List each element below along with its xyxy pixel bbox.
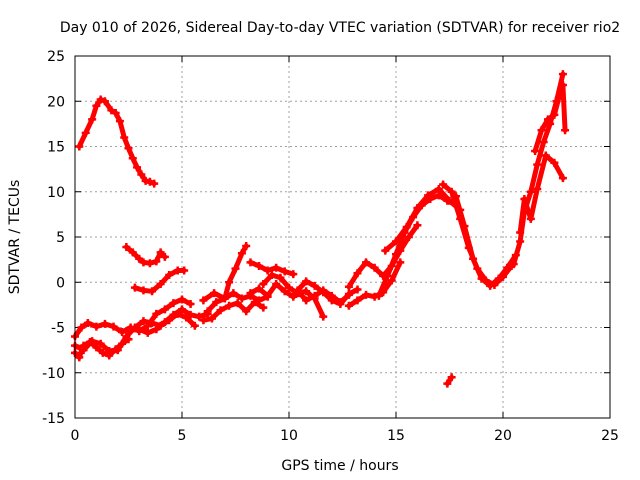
plot-frame [74, 55, 611, 419]
y-tick-label: -15 [42, 411, 65, 427]
data-trace-segment [414, 192, 431, 211]
data-trace-segment [470, 256, 485, 282]
series-track-6 [71, 335, 133, 362]
data-point [447, 373, 456, 382]
data-trace-segment [461, 223, 476, 262]
series-track-18 [381, 185, 465, 255]
series-track-20 [451, 192, 520, 290]
data-trace-segment [393, 224, 410, 245]
data-trace-segment [393, 229, 408, 257]
data-point [353, 285, 362, 294]
data-point [242, 242, 251, 251]
data-trace-segment [436, 186, 452, 204]
x-tick-label: 25 [601, 428, 619, 444]
x-tick-label: 10 [280, 428, 298, 444]
series-track-24 [531, 80, 570, 156]
tick-labels: 0 5 10 15 20 25 -15 -10 -5 0 5 10 15 20 25 [42, 49, 619, 444]
data-point [319, 312, 328, 321]
y-tick-label: 5 [56, 230, 65, 246]
series-track-13 [246, 258, 298, 279]
x-tick-label: 20 [494, 428, 512, 444]
series-track-3 [130, 266, 189, 296]
data-trace-segment [551, 160, 566, 181]
y-tick-label: -5 [51, 321, 65, 337]
data-point [561, 126, 570, 135]
data-point [558, 70, 567, 79]
series-track-2 [122, 242, 169, 268]
series-track-12 [259, 271, 328, 321]
data-trace-segment [389, 259, 403, 283]
data-point [558, 174, 567, 183]
data-point [289, 270, 298, 279]
data-trace-segment [406, 222, 420, 240]
data-point [259, 303, 268, 312]
series-track-9 [199, 242, 251, 305]
x-tick-label: 0 [71, 428, 80, 444]
data-trace-segment [397, 234, 412, 254]
series-track-1 [75, 95, 159, 188]
series-track-10 [203, 289, 272, 316]
data-trace-segment [528, 162, 540, 195]
data-trace-segment [376, 273, 390, 299]
series-track-7 [126, 305, 212, 337]
data-trace-segment [528, 186, 540, 222]
data-trace-segment [560, 82, 568, 133]
y-tick-label: 20 [47, 94, 65, 110]
data-point [160, 252, 169, 261]
data-point [186, 299, 195, 308]
x-tick-label: 5 [178, 428, 187, 444]
y-tick-label: 15 [47, 140, 65, 156]
data-point [190, 321, 199, 330]
data-point [150, 179, 159, 188]
data-trace-segment [404, 205, 420, 230]
series-track-21 [443, 373, 456, 388]
data-point [124, 335, 133, 344]
data-point [180, 266, 189, 275]
series-track-8 [199, 298, 268, 325]
y-axis-label: SDTVAR / TECUs [7, 180, 23, 295]
x-tick-label: 15 [387, 428, 405, 444]
chart-title: Day 010 of 2026, Sidereal Day-to-day VTE… [60, 20, 620, 36]
data-point [413, 221, 422, 230]
data-trace-segment [534, 153, 549, 192]
data-points [71, 70, 570, 388]
data-trace-segment [183, 315, 198, 329]
series-track-23 [516, 151, 567, 237]
data-trace-segment [312, 296, 326, 320]
y-tick-label: 25 [47, 49, 65, 65]
y-tick-label: 0 [56, 275, 65, 291]
y-tick-label: -10 [42, 366, 65, 382]
data-trace-segment [384, 251, 399, 279]
series-track-14 [293, 277, 362, 308]
x-axis-label: GPS time / hours [281, 458, 398, 474]
data-point [396, 258, 405, 267]
data-trace-segment [453, 193, 467, 229]
data-trace-segment [346, 270, 360, 290]
y-tick-label: 10 [47, 185, 65, 201]
